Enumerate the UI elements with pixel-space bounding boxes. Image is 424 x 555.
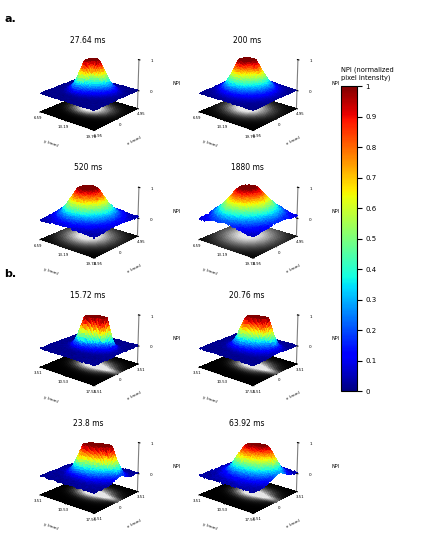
Text: a.: a. xyxy=(4,14,16,24)
Title: 63.92 ms: 63.92 ms xyxy=(229,418,265,427)
Y-axis label: x (mm): x (mm) xyxy=(286,391,301,401)
Title: 27.64 ms: 27.64 ms xyxy=(70,36,106,44)
Title: 23.8 ms: 23.8 ms xyxy=(73,418,103,427)
Y-axis label: x (mm): x (mm) xyxy=(127,391,142,401)
Y-axis label: x (mm): x (mm) xyxy=(286,263,301,274)
X-axis label: y (mm): y (mm) xyxy=(202,522,218,531)
Y-axis label: x (mm): x (mm) xyxy=(127,135,142,146)
Y-axis label: x (mm): x (mm) xyxy=(286,518,301,529)
X-axis label: y (mm): y (mm) xyxy=(202,267,218,276)
Y-axis label: x (mm): x (mm) xyxy=(127,263,142,274)
X-axis label: y (mm): y (mm) xyxy=(202,139,218,148)
X-axis label: y (mm): y (mm) xyxy=(202,395,218,403)
X-axis label: y (mm): y (mm) xyxy=(43,267,59,276)
X-axis label: y (mm): y (mm) xyxy=(43,522,59,531)
Title: 20.76 ms: 20.76 ms xyxy=(229,291,265,300)
Title: 15.72 ms: 15.72 ms xyxy=(70,291,106,300)
X-axis label: y (mm): y (mm) xyxy=(43,139,59,148)
Text: b.: b. xyxy=(4,269,17,279)
Text: NPI (normalized
pixel intensity): NPI (normalized pixel intensity) xyxy=(341,67,394,80)
Y-axis label: x (mm): x (mm) xyxy=(286,135,301,146)
Title: 520 ms: 520 ms xyxy=(74,163,102,172)
Y-axis label: x (mm): x (mm) xyxy=(127,518,142,529)
Title: 200 ms: 200 ms xyxy=(233,36,261,44)
Title: 1880 ms: 1880 ms xyxy=(231,163,263,172)
X-axis label: y (mm): y (mm) xyxy=(43,395,59,403)
